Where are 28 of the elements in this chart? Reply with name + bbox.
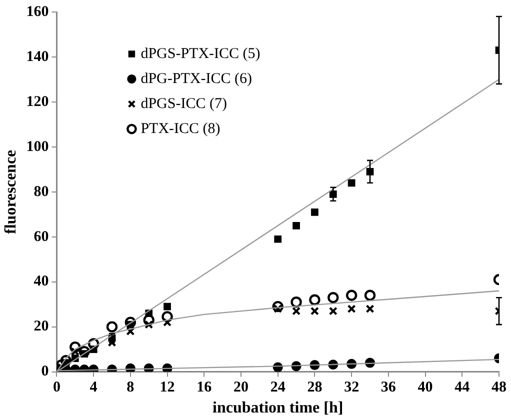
y-tick-label: 120 bbox=[26, 94, 49, 110]
y-tick-label: 100 bbox=[26, 138, 49, 155]
legend-label: dPGS-PTX-ICC (5) bbox=[140, 46, 260, 62]
x-axis-title: incubation time [h] bbox=[212, 400, 344, 417]
x-tick-label: 48 bbox=[492, 380, 506, 396]
x-tick-label: 20 bbox=[233, 380, 248, 396]
x-tick-label: 0 bbox=[52, 380, 60, 396]
legend-label: PTX-ICC (8) bbox=[140, 120, 220, 137]
legend-label: dPG-PTX-ICC (6) bbox=[140, 70, 252, 87]
y-tick-label: 60 bbox=[34, 228, 49, 245]
x-tick-label: 24 bbox=[270, 380, 286, 396]
y-tick-label: 0 bbox=[41, 364, 49, 380]
x-tick-label: 4 bbox=[90, 380, 98, 396]
x-tick-label: 36 bbox=[380, 380, 396, 396]
x-tick-label: 12 bbox=[160, 380, 175, 396]
y-axis-title: fluorescence bbox=[2, 150, 20, 234]
legend-label: dPGS-ICC (7) bbox=[140, 96, 227, 112]
x-tick-label: 40 bbox=[418, 380, 433, 396]
y-tick-label: 160 bbox=[26, 4, 49, 20]
y-tick-label: 40 bbox=[34, 274, 49, 290]
x-tick-label: 16 bbox=[196, 380, 212, 396]
x-tick-label: 28 bbox=[307, 380, 322, 396]
x-tick-label: 8 bbox=[126, 380, 134, 396]
y-tick-label: 140 bbox=[26, 48, 49, 65]
x-tick-label: 32 bbox=[344, 380, 360, 396]
y-tick-label: 20 bbox=[34, 318, 49, 335]
x-tick-label: 44 bbox=[454, 380, 470, 396]
y-tick-label: 80 bbox=[34, 184, 49, 200]
